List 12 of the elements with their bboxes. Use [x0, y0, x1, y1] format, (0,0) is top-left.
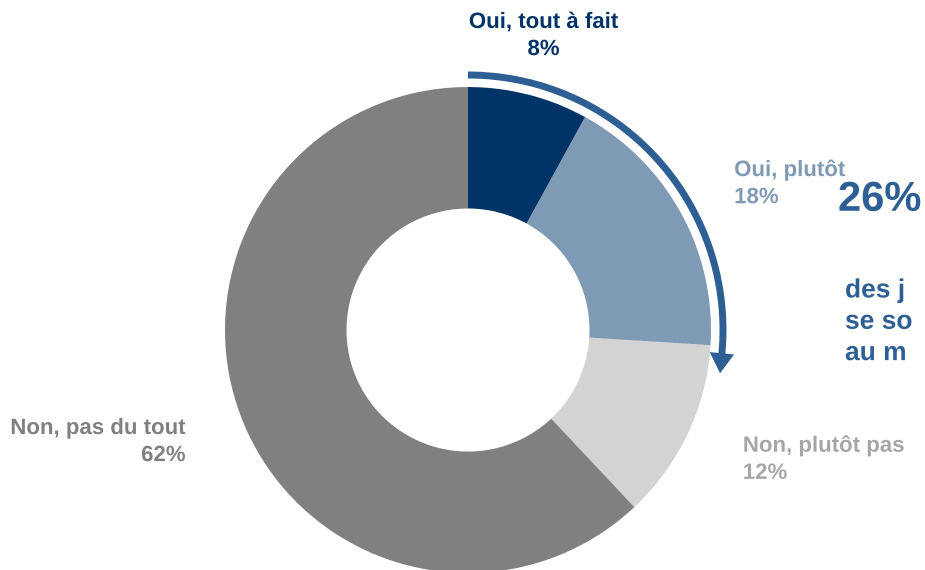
slice-label: Non, plutôt pas: [744, 435, 904, 456]
data-label: 18%: [736, 188, 778, 204]
slice-label: Non, pas du tout: [12, 418, 186, 439]
text: 26%: [839, 182, 920, 212]
data-label: 62%: [142, 446, 185, 462]
donut-slice: [526, 117, 711, 346]
slice-label: Oui, plutôt: [735, 159, 845, 181]
donut-slice: [468, 87, 586, 224]
text: des j se so au m: [846, 278, 912, 360]
data-label: 8%: [528, 40, 560, 56]
data-label: 12%: [744, 463, 787, 480]
slice-label: Oui, tout à fait: [470, 12, 618, 32]
